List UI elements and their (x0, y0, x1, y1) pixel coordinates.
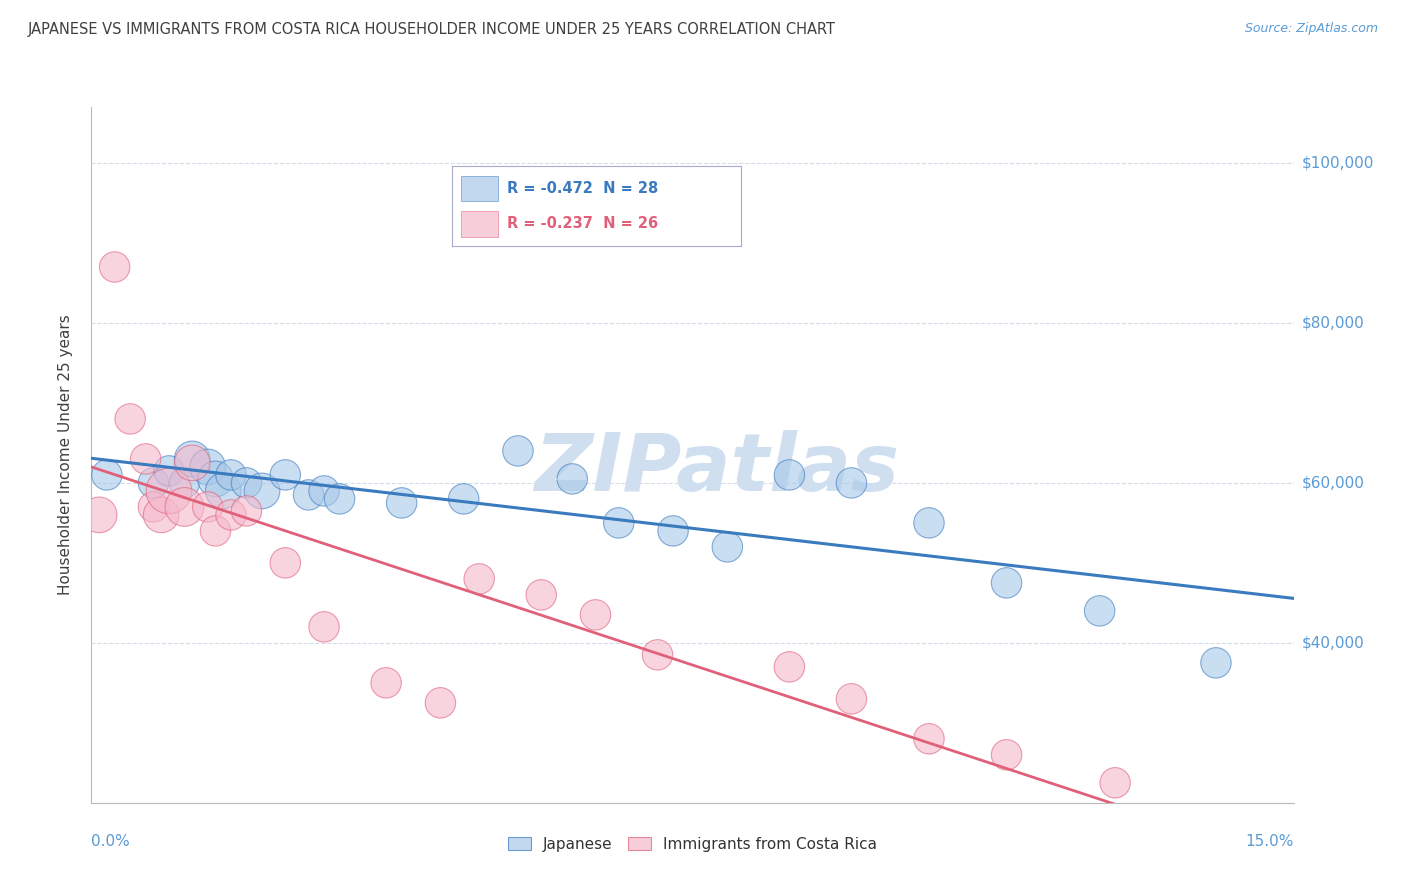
Point (329, 491, 352, 506)
Point (219, 508, 242, 522)
Point (219, 467, 242, 482)
Text: $100,000: $100,000 (1302, 155, 1374, 170)
Point (274, 467, 297, 482)
Point (89, 508, 111, 522)
Point (453, 491, 475, 506)
Point (235, 504, 257, 518)
Point (157, 483, 180, 498)
Point (778, 660, 800, 674)
Point (1205, 656, 1227, 670)
Point (181, 456, 204, 470)
Point (142, 475, 165, 490)
Point (995, 575, 1018, 590)
Point (585, 607, 607, 622)
Point (312, 483, 335, 498)
Point (150, 508, 173, 522)
Point (157, 464, 180, 478)
Point (181, 451, 204, 466)
Point (235, 475, 257, 490)
Point (561, 472, 583, 486)
Point (391, 496, 413, 510)
Point (274, 556, 297, 570)
Point (173, 500, 195, 514)
Point (841, 691, 863, 706)
Text: R = -0.237  N = 26: R = -0.237 N = 26 (506, 216, 658, 231)
Point (1104, 776, 1126, 790)
Point (204, 472, 226, 486)
Point (607, 516, 630, 530)
Point (297, 488, 319, 502)
Point (530, 588, 553, 602)
Point (250, 483, 273, 498)
Point (197, 459, 219, 474)
Point (506, 444, 529, 458)
Point (212, 483, 235, 498)
Point (429, 696, 451, 710)
Point (96, 467, 118, 482)
Text: 15.0%: 15.0% (1246, 834, 1294, 849)
Point (375, 676, 398, 690)
Text: $40,000: $40,000 (1302, 635, 1365, 650)
Bar (461, 211, 498, 236)
Text: ZIPatlas: ZIPatlas (534, 430, 898, 508)
Bar (461, 176, 498, 202)
Point (468, 572, 491, 586)
Point (173, 475, 195, 490)
Point (918, 731, 941, 746)
Point (204, 524, 226, 538)
Text: JAPANESE VS IMMIGRANTS FROM COSTA RICA HOUSEHOLDER INCOME UNDER 25 YEARS CORRELA: JAPANESE VS IMMIGRANTS FROM COSTA RICA H… (28, 22, 837, 37)
Legend: Japanese, Immigrants from Costa Rica: Japanese, Immigrants from Costa Rica (502, 830, 883, 858)
Point (716, 540, 738, 554)
Point (647, 648, 669, 662)
Point (135, 451, 157, 466)
Text: 0.0%: 0.0% (91, 834, 131, 849)
Text: $80,000: $80,000 (1302, 316, 1365, 330)
Point (918, 516, 941, 530)
Point (1088, 604, 1111, 618)
Point (104, 260, 127, 274)
Point (142, 500, 165, 514)
Point (662, 524, 685, 538)
Text: Source: ZipAtlas.com: Source: ZipAtlas.com (1244, 22, 1378, 36)
Point (120, 412, 142, 426)
Point (312, 620, 335, 634)
Point (197, 500, 219, 514)
Point (841, 475, 863, 490)
Text: $60,000: $60,000 (1302, 475, 1365, 491)
Text: R = -0.472  N = 28: R = -0.472 N = 28 (506, 181, 658, 196)
Point (778, 467, 800, 482)
Y-axis label: Householder Income Under 25 years: Householder Income Under 25 years (58, 315, 73, 595)
Point (995, 747, 1018, 762)
